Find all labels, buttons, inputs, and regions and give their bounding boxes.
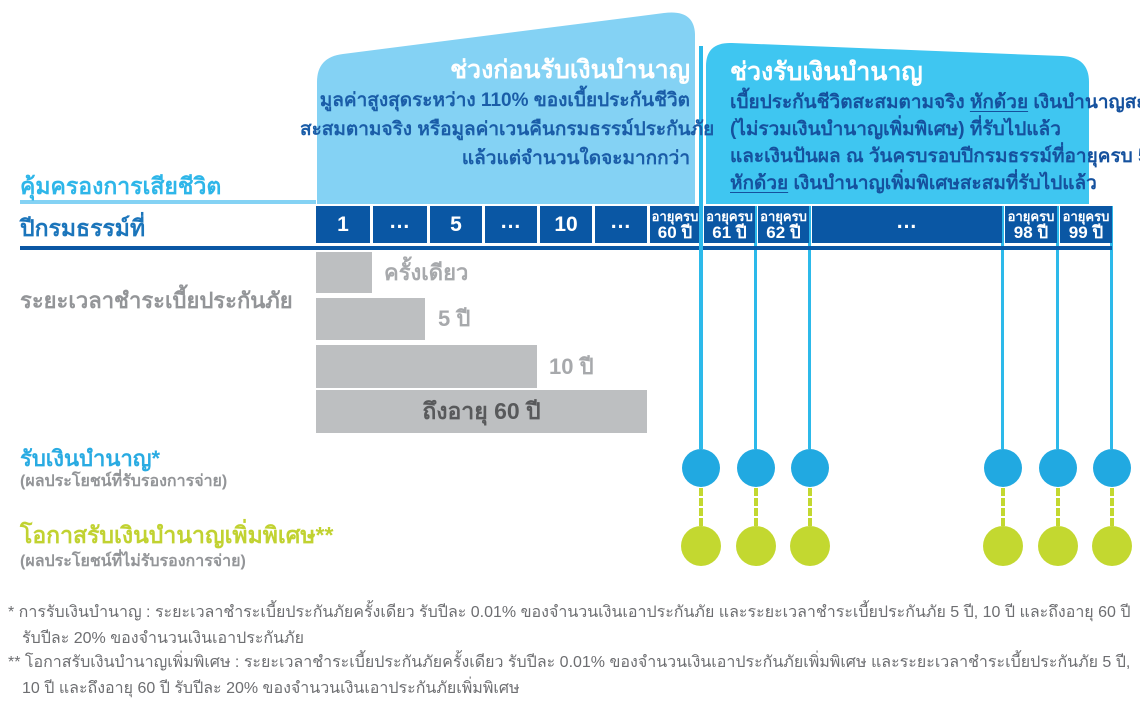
pension-line4-underlined: หักด้วย <box>730 173 789 194</box>
premium-bar-to-age-60-label: ถึงอายุ 60 ปี <box>422 398 541 424</box>
cell-label: ... <box>610 210 632 233</box>
period-divider-line <box>699 46 703 449</box>
timeline-cell-age-62: อายุครบ 62 ปี <box>758 206 809 243</box>
cell-label-top: อายุครบ <box>651 209 699 224</box>
premium-bar-5yr-label: 5 ปี <box>438 306 471 331</box>
pre-pension-line3: แล้วแต่จำนวนใดจะมากกว่า <box>461 148 690 169</box>
pre-pension-line2: สะสมตามจริง หรือมูลค่าเวนคืนกรมธรรม์ประก… <box>300 119 715 140</box>
pre-pension-line1: มูลค่าสูงสุดระหว่าง 110% ของเบี้ยประกันช… <box>319 90 690 111</box>
drop-line-98 <box>1056 206 1059 449</box>
pension-line3: และเงินปันผล ณ วันครบรอบปีกรมธรรม์ที่อาย… <box>730 146 1140 167</box>
cell-label-bottom: 99 ปี <box>1068 223 1104 242</box>
cell-label: 10 <box>554 213 578 236</box>
cell-label-top: อายุครบ <box>760 209 807 224</box>
policy-year-label: ปีกรมธรรม์ที่ <box>20 215 146 241</box>
drop-line-99 <box>1110 206 1113 449</box>
timeline-cell-age-98: อายุครบ 98 ปี <box>1005 206 1057 243</box>
premium-period-label: ระยะเวลาชำระเบี้ยประกันภัย <box>20 288 293 313</box>
pension-dot-98 <box>1039 449 1077 487</box>
footnote-pension: * การรับเงินบำนาญ : ระยะเวลาชำระเบี้ยประ… <box>8 604 1131 647</box>
timeline-cell-ellipsis: ... <box>812 206 1002 243</box>
cell-label-bottom: 62 ปี <box>766 223 801 242</box>
pension-row-sublabel: (ผลประโยชน์ที่รับรองการจ่าย) <box>20 473 228 490</box>
pension-row-label: รับเงินบำนาญ* <box>20 446 161 471</box>
bonus-dot-63 <box>790 526 830 566</box>
cell-label-top: อายุครบ <box>1062 209 1110 224</box>
cell-label: ... <box>896 210 918 233</box>
cell-label: ... <box>389 210 411 233</box>
pension-line4: หักด้วย เงินบำนาญเพิ่มพิเศษสะสมที่รับไปแ… <box>730 170 1097 197</box>
timeline-cell-ellipsis: ... <box>595 206 647 243</box>
timeline-cell-year-1: 1 <box>316 206 370 243</box>
timeline-cell-age-99: อายุครบ 99 ปี <box>1060 206 1112 243</box>
pension-line1-pre: เบี้ยประกันชีวิตสะสมตามจริง <box>730 92 970 113</box>
premium-bar-single-label: ครั้งเดียว <box>384 260 469 285</box>
pension-dot-61 <box>682 449 720 487</box>
pension-dot-63 <box>791 449 829 487</box>
pension-line1-post: เงินบำนาญสะสม <box>1033 92 1140 113</box>
drop-line-61 <box>754 206 757 449</box>
pension-line4-post: เงินบำนาญเพิ่มพิเศษสะสมที่รับไปแล้ว <box>788 173 1097 194</box>
bonus-dot-99 <box>1092 526 1132 566</box>
cell-label-bottom: 60 ปี <box>657 223 693 242</box>
pension-dot-99 <box>1093 449 1131 487</box>
bonus-row-label: โอกาสรับเงินบำนาญเพิ่มพิเศษ** <box>20 522 334 548</box>
bonus-row-sublabel: (ผลประโยชน์ที่ไม่รับรองการจ่าย) <box>20 553 246 570</box>
premium-bar-10yr-label: 10 ปี <box>549 354 594 379</box>
drop-line-62 <box>808 206 811 449</box>
pension-dot-62 <box>737 449 775 487</box>
pre-pension-description: มูลค่าสูงสุดระหว่าง 110% ของเบี้ยประกันช… <box>300 86 715 173</box>
timeline-cell-age-61: อายุครบ 61 ปี <box>704 206 755 243</box>
cell-label: 1 <box>337 213 349 236</box>
pre-pension-title: ช่วงก่อนรับเงินบำนาญ <box>450 56 690 84</box>
death-benefit-rule <box>20 200 316 204</box>
cell-label-top: อายุครบ <box>706 209 753 224</box>
premium-bar-to-age-60 <box>316 390 647 433</box>
bonus-dot-97 <box>983 526 1023 566</box>
pension-line1-underlined: หักด้วย <box>969 92 1029 113</box>
timeline-cell-ellipsis: ... <box>485 206 537 243</box>
timeline-cell-ellipsis: ... <box>373 206 427 243</box>
premium-bar-10yr <box>316 345 537 388</box>
dash-connector <box>1056 488 1060 526</box>
dash-connector <box>1001 488 1005 526</box>
cell-label: 5 <box>450 213 462 236</box>
pension-title: ช่วงรับเงินบำนาญ <box>730 58 923 86</box>
pension-dot-97 <box>984 449 1022 487</box>
cell-label: ... <box>500 210 522 233</box>
timeline-cell-year-5: 5 <box>430 206 482 243</box>
pension-description: เบี้ยประกันชีวิตสะสมตามจริง หักด้วย เงิน… <box>730 89 1140 197</box>
pension-callout-shape <box>706 42 1089 205</box>
dash-connector <box>754 488 758 526</box>
cell-label-top: อายุครบ <box>1007 209 1055 224</box>
dash-connector <box>1110 488 1114 526</box>
policy-year-rule <box>20 246 1112 250</box>
footnote-bonus: ** โอกาสรับเงินบำนาญเพิ่มพิเศษ : ระยะเวล… <box>8 654 1131 697</box>
dash-connector <box>808 488 812 526</box>
bonus-dot-61 <box>681 526 721 566</box>
death-benefit-label: คุ้มครองการเสียชีวิต <box>20 173 222 199</box>
pension-line2: (ไม่รวมเงินบำนาญเพิ่มพิเศษ) ที่รับไปแล้ว <box>730 119 1061 140</box>
bonus-dot-98 <box>1038 526 1078 566</box>
premium-bar-single <box>316 252 372 293</box>
pension-line1: เบี้ยประกันชีวิตสะสมตามจริง หักด้วย เงิน… <box>730 89 1140 116</box>
cell-label-bottom: 61 ปี <box>712 223 747 242</box>
dash-connector <box>699 488 703 526</box>
bonus-dot-62 <box>736 526 776 566</box>
cell-label-bottom: 98 ปี <box>1013 223 1049 242</box>
pre-pension-callout-shape <box>317 12 695 205</box>
drop-line-97 <box>1001 206 1004 449</box>
premium-bar-5yr <box>316 298 425 340</box>
timeline-cell-age-60: อายุครบ 60 ปี <box>650 206 700 243</box>
timeline-cell-year-10: 10 <box>540 206 592 243</box>
